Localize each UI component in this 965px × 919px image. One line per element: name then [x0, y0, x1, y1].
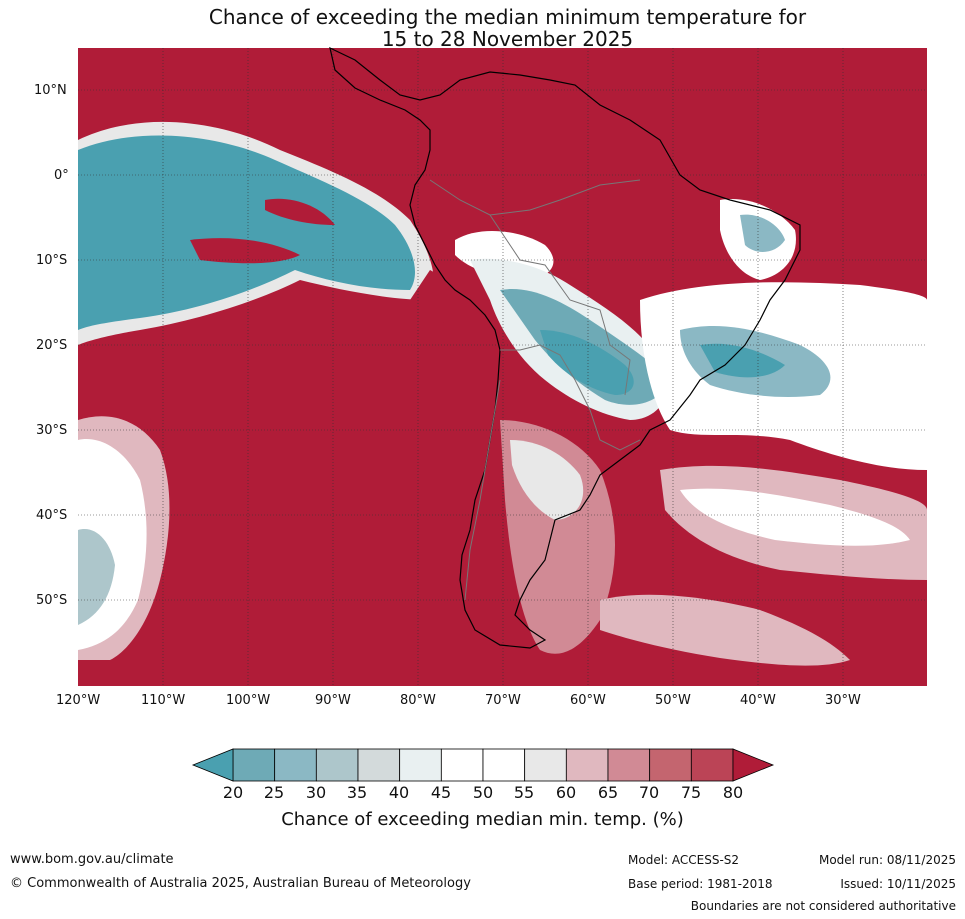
lon-label: 110°W [141, 693, 186, 708]
website-link[interactable]: www.bom.gov.au/climate [10, 852, 174, 867]
colorbar-cell [274, 748, 317, 782]
lon-label: 30°W [825, 693, 861, 708]
colorbar-tick: 80 [722, 783, 744, 802]
title-line-1: Chance of exceeding the median minimum t… [208, 5, 807, 29]
lon-label: 100°W [226, 693, 271, 708]
colorbar-tick: 45 [430, 783, 452, 802]
colorbar-title: Chance of exceeding median min. temp. (%… [281, 809, 684, 830]
colorbar-high-arrow [732, 748, 775, 782]
colorbar-tick: 75 [680, 783, 702, 802]
lat-label: 40°S [36, 508, 68, 523]
lat-label: 50°S [36, 593, 68, 608]
colorbar [191, 748, 775, 782]
colorbar-cell [607, 748, 651, 782]
lat-label: 30°S [36, 423, 68, 438]
colorbar-cell [440, 748, 484, 782]
colorbar-tick: 40 [388, 783, 410, 802]
colorbar-cell [482, 748, 526, 782]
copyright-text: © Commonwealth of Australia 2025, Austra… [10, 876, 471, 891]
colorbar-cell [565, 748, 609, 782]
map-field [78, 48, 927, 686]
colorbar-tick: 30 [305, 783, 327, 802]
colorbar-cell [524, 748, 567, 782]
disclaimer-text: Boundaries are not considered authoritat… [690, 899, 956, 913]
colorbar-tick: 60 [555, 783, 577, 802]
colorbar-tick: 20 [222, 783, 244, 802]
lon-label: 90°W [315, 693, 351, 708]
lon-label: 80°W [400, 693, 436, 708]
colorbar-cell [232, 748, 276, 782]
colorbar-tick: 35 [346, 783, 368, 802]
lon-label: 50°W [655, 693, 691, 708]
lat-label: 10°S [36, 253, 68, 268]
graticule [78, 48, 927, 686]
lat-label: 20°S [36, 338, 68, 353]
lon-label: 40°W [740, 693, 776, 708]
colorbar-tick: 65 [597, 783, 619, 802]
lon-label: 60°W [570, 693, 606, 708]
colorbar-tick: 50 [472, 783, 494, 802]
lon-label: 120°W [56, 693, 101, 708]
colorbar-tick: 55 [513, 783, 535, 802]
colorbar-cell [690, 748, 734, 782]
colorbar-cell [357, 748, 401, 782]
colorbar-cell [399, 748, 442, 782]
colorbar-cell [649, 748, 692, 782]
model-run-label: Model run: 08/11/2025 [818, 853, 956, 867]
base-period-label: Base period: 1981-2018 [628, 877, 773, 891]
model-label: Model: ACCESS-S2 [628, 853, 740, 867]
south-america-coastline [329, 46, 801, 649]
colorbar-tick: 25 [263, 783, 285, 802]
colorbar-tick: 70 [638, 783, 660, 802]
issued-label: Issued: 10/11/2025 [840, 877, 956, 891]
lat-label: 0° [54, 168, 69, 183]
lat-label: 10°N [34, 83, 67, 98]
lon-label: 70°W [485, 693, 521, 708]
title-line-2: 15 to 28 November 2025 [381, 27, 634, 51]
colorbar-cell [315, 748, 359, 782]
colorbar-low-arrow [191, 748, 234, 782]
country-borders [429, 179, 641, 601]
